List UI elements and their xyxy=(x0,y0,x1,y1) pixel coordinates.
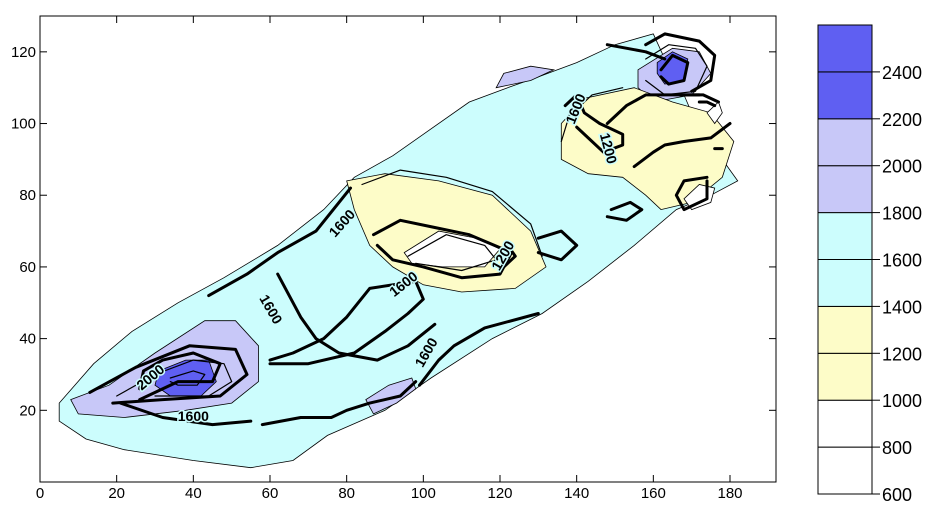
contour-line-0 xyxy=(138,351,222,402)
contour-line-20 xyxy=(697,100,717,108)
y-tick-label: 20 xyxy=(19,402,36,419)
x-tick-label: 20 xyxy=(108,485,125,502)
colorbar-label: 1400 xyxy=(882,297,922,317)
colorbar-label: 2000 xyxy=(882,157,922,177)
colorbar-swatch xyxy=(817,399,873,448)
colorbar-swatch xyxy=(817,71,873,120)
x-tick-label: 140 xyxy=(564,485,589,502)
colorbar-label: 1800 xyxy=(882,204,922,224)
y-tick-label: 100 xyxy=(11,116,36,133)
contour-line-11 xyxy=(536,229,579,262)
y-tick-label: 60 xyxy=(19,259,36,276)
contour-line-4 xyxy=(260,380,418,427)
contour-line-2 xyxy=(88,344,249,405)
contour-line-10 xyxy=(494,243,517,269)
colorbar-swatch xyxy=(817,352,873,401)
plot-axes: 0 20 40 60 80 100 120 140 160 180 20 40 60 80 100 120 xyxy=(11,15,777,502)
contour-thin-line-3 xyxy=(407,234,497,272)
contour-line-3 xyxy=(119,401,253,427)
contour-thin-line-1 xyxy=(116,359,233,397)
y-tick-label: 80 xyxy=(19,187,36,204)
colorbar-swatch xyxy=(817,212,873,261)
x-tick-label: 180 xyxy=(717,485,742,502)
colorbar-swatch xyxy=(817,24,873,73)
contour-line-19 xyxy=(678,93,720,104)
contour-line-15 xyxy=(605,43,667,61)
colorbar: 600 800 1000 1200 1400 1600 1800 2000 2200 2400 xyxy=(817,24,922,505)
x-tick-label: 60 xyxy=(262,485,279,502)
x-tick-label: 120 xyxy=(487,485,512,502)
contour-label: 1600 xyxy=(178,408,209,424)
colorbar-swatch xyxy=(817,305,873,354)
x-tick-label: 80 xyxy=(338,485,355,502)
colorbar-swatch xyxy=(817,259,873,307)
colorbar-label: 800 xyxy=(882,438,912,458)
colorbar-swatch xyxy=(817,118,873,167)
contour-line-7 xyxy=(207,186,352,298)
contour-thin-line-4 xyxy=(645,44,708,96)
colorbar-swatch xyxy=(817,165,873,214)
x-tick-label: 100 xyxy=(411,485,436,502)
contour-line-17 xyxy=(674,175,709,212)
colorbar-label: 1200 xyxy=(882,344,922,364)
plot-frame xyxy=(39,15,777,483)
colorbar-label: 2400 xyxy=(882,63,922,83)
contour-line-1 xyxy=(659,53,690,86)
x-tick-label: 160 xyxy=(641,485,666,502)
y-tick-label: 120 xyxy=(11,44,36,61)
contour-line-16 xyxy=(644,32,717,93)
colorbar-label: 1600 xyxy=(882,251,922,271)
contour-thin-line-2 xyxy=(361,169,543,257)
x-tick-label: 0 xyxy=(36,485,44,502)
x-tick-label: 40 xyxy=(185,485,202,502)
contour-line-8 xyxy=(276,272,437,362)
y-tick-label: 40 xyxy=(19,331,36,348)
colorbar-label: 1000 xyxy=(882,391,922,411)
contour-line-12 xyxy=(605,200,644,222)
contour-region-3 xyxy=(495,65,556,89)
contour-region-2 xyxy=(365,377,417,415)
contour-line-18 xyxy=(632,122,732,169)
colorbar-swatch xyxy=(817,446,873,495)
contour-line-5 xyxy=(418,312,540,387)
colorbar-label: 2200 xyxy=(882,110,922,130)
contour-line-layer xyxy=(88,32,732,427)
contour-line-14 xyxy=(563,93,625,154)
contour-thin-line-5 xyxy=(560,87,624,143)
colorbar-label: 600 xyxy=(882,485,912,505)
contour-thin-line-0 xyxy=(169,370,206,386)
